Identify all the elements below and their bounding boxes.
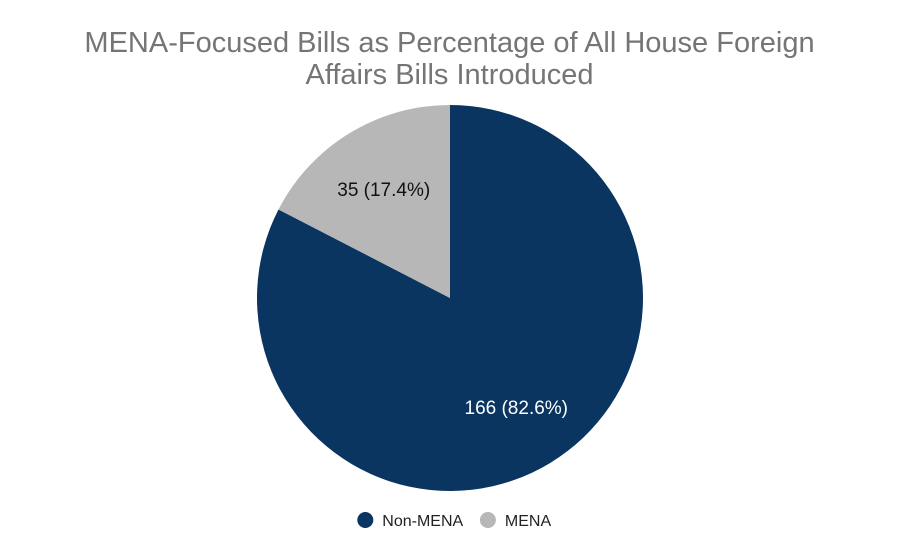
legend-swatch-mena <box>479 512 496 528</box>
pie-slice-mena <box>278 105 450 298</box>
slice-label-mena: 35 (17.4%) <box>337 180 430 201</box>
legend-label-non-mena: Non-MENA <box>382 513 463 530</box>
chart-title-line-2: Affairs Bills Introduced <box>305 59 594 91</box>
legend-label-mena: MENA <box>505 513 552 530</box>
chart-title-line-1: MENA-Focused Bills as Percentage of All … <box>84 27 815 59</box>
legend-swatch-non-mena <box>357 512 374 528</box>
slice-label-non-mena: 166 (82.6%) <box>465 398 569 419</box>
